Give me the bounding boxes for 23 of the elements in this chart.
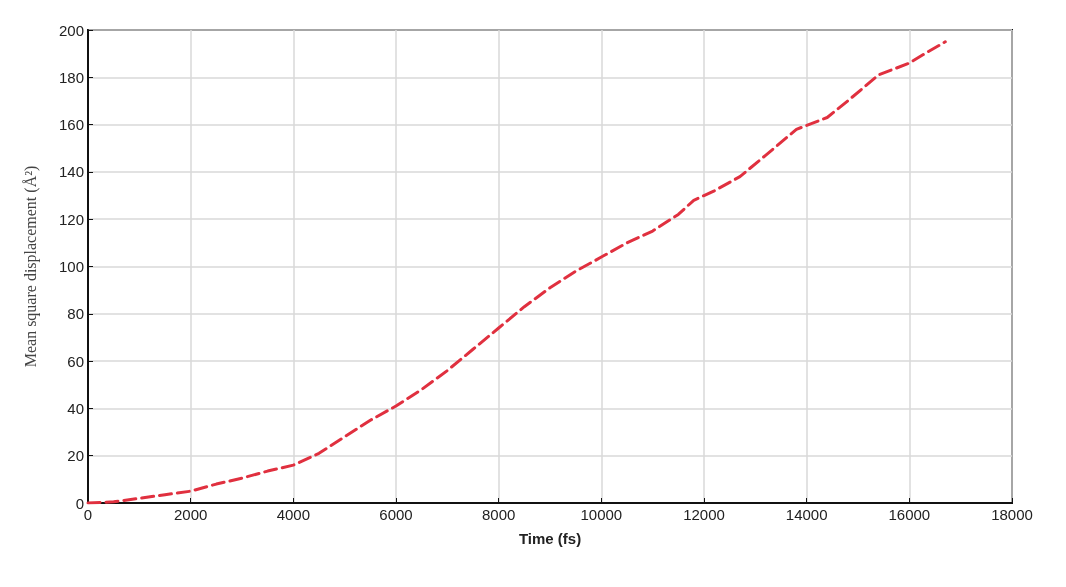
y-tick-label: 180 [58, 68, 84, 86]
y-axis-title: Mean square displacement (Å²) [21, 165, 40, 368]
x-tick-label: 6000 [379, 506, 413, 523]
y-tick-label: 0 [75, 494, 84, 512]
line-series [86, 40, 947, 505]
y-tick-label: 140 [58, 163, 84, 181]
x-tick-label: 2000 [173, 506, 208, 523]
y-tick-label: 200 [58, 21, 84, 39]
x-tick-label: 16000 [888, 506, 931, 523]
x-tick-label: 18000 [991, 506, 1033, 523]
y-tick-label: 80 [67, 305, 84, 323]
y-tick-label: 120 [58, 210, 84, 228]
y-tick-label: 40 [67, 399, 84, 417]
x-tick-label: 12000 [683, 506, 725, 523]
x-axis-title: Time (fs) [518, 530, 582, 547]
x-tick-label: 8000 [481, 506, 516, 523]
y-tick-label: 160 [58, 116, 84, 134]
y-tick-label: 20 [67, 447, 84, 465]
y-tick-label: 100 [58, 258, 84, 275]
x-tick-label: 4000 [276, 506, 311, 523]
x-tick-label: 14000 [785, 506, 828, 523]
y-tick-label: 60 [67, 352, 84, 370]
x-tick-label: 10000 [580, 506, 623, 523]
